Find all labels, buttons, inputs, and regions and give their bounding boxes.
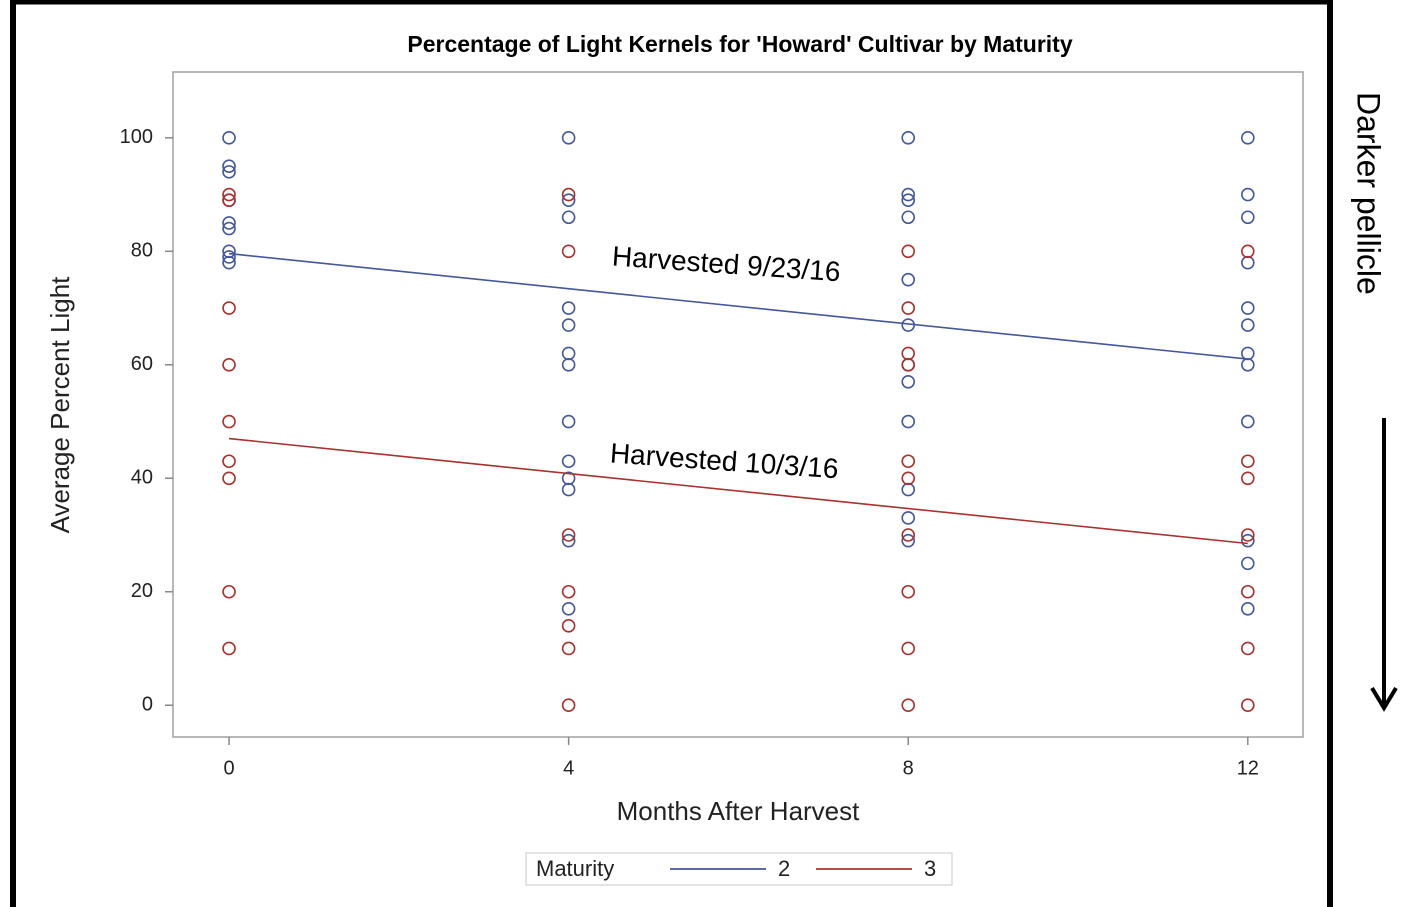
- data-point: [561, 528, 576, 542]
- data-point: [1241, 131, 1255, 145]
- data-point: [1241, 210, 1255, 225]
- data-point: [561, 301, 576, 315]
- legend-label: 2: [778, 856, 790, 881]
- annotation: Harvested 10/3/16: [609, 437, 839, 484]
- x-tick-label: 0: [223, 757, 234, 779]
- data-point: [561, 346, 576, 361]
- data-point: [561, 618, 576, 633]
- x-axis-label: Months After Harvest: [617, 796, 861, 826]
- data-point: [901, 244, 916, 259]
- data-point: [222, 641, 236, 656]
- data-point: [222, 454, 236, 469]
- y-tick-label: 0: [142, 694, 153, 716]
- data-point: [901, 482, 916, 497]
- data-point: [901, 375, 916, 389]
- y-axis-label: Average Percent Light: [45, 276, 75, 534]
- data-point: [561, 533, 576, 548]
- data-point: [561, 210, 576, 225]
- data-point: [222, 584, 236, 599]
- data-point: [1241, 454, 1255, 469]
- data-point: [561, 357, 576, 372]
- data-point: [1241, 357, 1255, 372]
- x-tick-label: 4: [563, 757, 574, 779]
- data-point: [561, 641, 576, 656]
- plot-area: [172, 71, 1304, 738]
- data-point: [222, 187, 236, 202]
- data-point: [222, 250, 236, 264]
- data-point: [901, 698, 916, 713]
- data-point: [1241, 346, 1255, 361]
- data-point: [561, 244, 576, 259]
- arrow-head: [1370, 686, 1398, 712]
- data-point: [561, 131, 576, 145]
- data-point: [222, 357, 236, 372]
- y-tick-label: 80: [131, 240, 153, 262]
- legend-label: 3: [924, 856, 936, 881]
- data-point: [222, 255, 236, 270]
- fit-line: [228, 252, 1248, 360]
- data-point: [561, 698, 576, 713]
- data-point: [1241, 533, 1255, 548]
- legend-title: Maturity: [536, 856, 614, 881]
- data-point: [901, 533, 916, 548]
- data-point: [1241, 255, 1255, 270]
- data-point: [1241, 698, 1255, 713]
- data-point: [1241, 187, 1255, 202]
- data-point: [1241, 641, 1255, 656]
- data-point: [901, 641, 916, 656]
- data-point: [901, 210, 916, 225]
- data-point: [1241, 318, 1255, 332]
- y-tick-label: 100: [120, 126, 153, 148]
- data-point: [222, 414, 236, 429]
- data-point: [901, 528, 916, 542]
- data-point: [561, 584, 576, 599]
- data-point: [561, 414, 576, 429]
- x-tick-label: 8: [903, 757, 914, 779]
- data-point: [561, 454, 576, 469]
- data-point: [222, 193, 236, 208]
- annotation: Harvested 9/23/16: [611, 240, 841, 287]
- data-point: [1241, 601, 1255, 616]
- data-point: [901, 346, 916, 361]
- annotation: Darker pellicle: [1351, 92, 1387, 295]
- data-point: [901, 511, 916, 525]
- data-point: [1241, 528, 1255, 542]
- data-point: [222, 471, 236, 486]
- y-tick-label: 20: [131, 580, 153, 602]
- data-point: [901, 131, 916, 145]
- chart-title: Percentage of Light Kernels for 'Howard'…: [407, 31, 1072, 57]
- data-point: [222, 221, 236, 236]
- data-point: [1241, 471, 1255, 486]
- data-point: [561, 482, 576, 497]
- data-point: [222, 301, 236, 315]
- data-point: [901, 357, 916, 372]
- data-point: [1241, 244, 1255, 259]
- data-point: [222, 216, 236, 230]
- data-point: [901, 301, 916, 315]
- data-point: [561, 187, 576, 202]
- data-point: [901, 584, 916, 599]
- data-point: [561, 193, 576, 208]
- data-point: [561, 318, 576, 332]
- data-point: [901, 272, 916, 287]
- data-point: [561, 601, 576, 616]
- x-tick-label: 12: [1237, 757, 1259, 779]
- y-tick-label: 40: [131, 467, 153, 489]
- fit-line: [228, 437, 1248, 545]
- data-point: [1241, 301, 1255, 315]
- data-point: [1241, 556, 1255, 571]
- data-point: [1241, 584, 1255, 599]
- data-point: [901, 193, 916, 208]
- data-point: [901, 414, 916, 429]
- data-point: [222, 159, 236, 173]
- data-point: [901, 454, 916, 469]
- data-point: [222, 131, 236, 145]
- y-tick-label: 60: [131, 353, 153, 375]
- data-point: [222, 165, 236, 179]
- data-point: [901, 471, 916, 486]
- data-point: [901, 187, 916, 202]
- data-point: [1241, 414, 1255, 429]
